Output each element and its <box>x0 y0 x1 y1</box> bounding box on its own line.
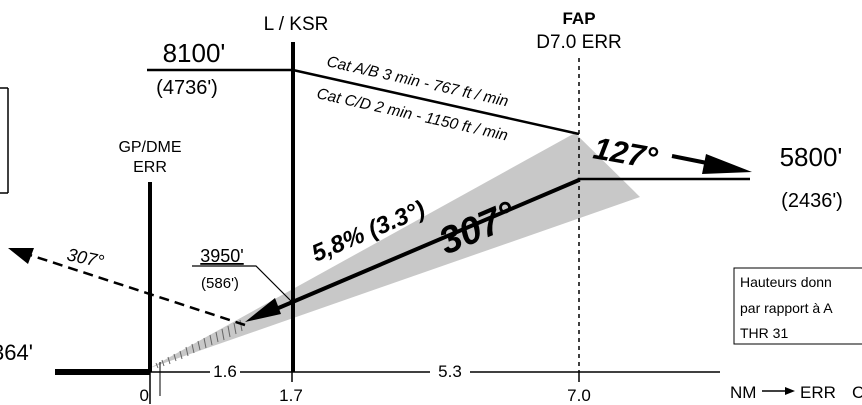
step-altitude: 3950' <box>200 246 243 266</box>
initial-approach-path <box>147 68 580 136</box>
step-altitude-leader <box>192 265 293 303</box>
visual-segment-hatch <box>155 319 243 369</box>
gp-dme-label: GP/DME <box>118 139 181 156</box>
distance-axis <box>55 362 795 404</box>
glide-path <box>261 178 580 317</box>
gp-dme-err-label: ERR <box>133 159 167 176</box>
note-line-1: Hauteurs donn <box>740 274 832 290</box>
segment-2-distance: 5.3 <box>438 362 462 381</box>
segment-1-distance: 1.6 <box>213 362 237 381</box>
fap-title: FAP <box>562 9 595 28</box>
tick-0-label: 0 <box>140 386 149 405</box>
glide-path-arrowhead <box>245 298 281 322</box>
left-note-box <box>0 87 9 194</box>
fap-height: (2436') <box>781 190 843 212</box>
axis-ref-cut-label: C <box>852 383 862 402</box>
heights-note-box <box>733 267 862 345</box>
axis-ref-label: ERR <box>800 383 836 402</box>
tick-1-7-label: 1.7 <box>279 386 303 405</box>
initial-height: (4736') <box>156 77 218 99</box>
outbound-arrowhead <box>702 154 752 174</box>
tick-7-0-label: 7.0 <box>567 386 591 405</box>
initial-altitude: 8100' <box>163 38 226 68</box>
note-line-3: THR 31 <box>740 325 788 341</box>
missed-approach-path <box>29 253 246 327</box>
fap-dme-label: D7.0 ERR <box>536 32 622 53</box>
lksr-label: L / KSR <box>264 14 329 35</box>
step-height: (586') <box>201 275 239 292</box>
missed-approach-arrowhead <box>8 248 34 264</box>
threshold-altitude: 364' <box>0 340 33 365</box>
axis-unit-label: NM <box>730 383 756 402</box>
note-line-2: par rapport à A <box>740 300 833 316</box>
fap-altitude: 5800' <box>780 142 843 172</box>
